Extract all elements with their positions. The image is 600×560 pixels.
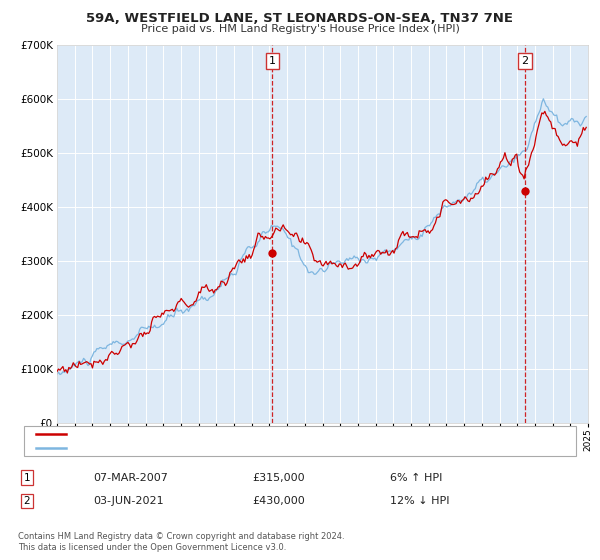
Text: 12% ↓ HPI: 12% ↓ HPI bbox=[390, 496, 449, 506]
Text: Contains HM Land Registry data © Crown copyright and database right 2024.: Contains HM Land Registry data © Crown c… bbox=[18, 532, 344, 541]
Text: 1: 1 bbox=[269, 56, 276, 66]
Text: 03-JUN-2021: 03-JUN-2021 bbox=[93, 496, 164, 506]
Text: 07-MAR-2007: 07-MAR-2007 bbox=[93, 473, 168, 483]
Text: 59A, WESTFIELD LANE, ST LEONARDS-ON-SEA, TN37 7NE: 59A, WESTFIELD LANE, ST LEONARDS-ON-SEA,… bbox=[86, 12, 514, 25]
Text: £430,000: £430,000 bbox=[252, 496, 305, 506]
Text: This data is licensed under the Open Government Licence v3.0.: This data is licensed under the Open Gov… bbox=[18, 543, 286, 552]
Text: Price paid vs. HM Land Registry's House Price Index (HPI): Price paid vs. HM Land Registry's House … bbox=[140, 24, 460, 34]
Text: HPI: Average price, detached house, Rother: HPI: Average price, detached house, Roth… bbox=[72, 443, 286, 453]
Text: 2: 2 bbox=[521, 56, 528, 66]
Text: 6% ↑ HPI: 6% ↑ HPI bbox=[390, 473, 442, 483]
Text: £315,000: £315,000 bbox=[252, 473, 305, 483]
Text: 2: 2 bbox=[23, 496, 31, 506]
Text: 59A, WESTFIELD LANE, ST LEONARDS-ON-SEA, TN37 7NE (detached house): 59A, WESTFIELD LANE, ST LEONARDS-ON-SEA,… bbox=[72, 429, 442, 439]
Text: 1: 1 bbox=[23, 473, 31, 483]
